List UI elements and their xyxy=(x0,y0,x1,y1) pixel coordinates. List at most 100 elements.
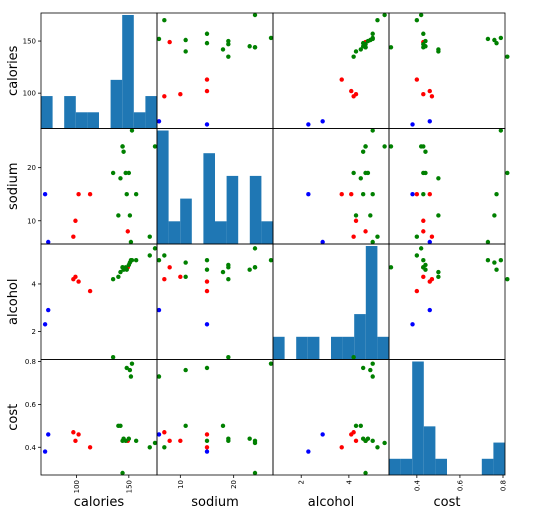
point-sodium-vs-alcohol-20 xyxy=(382,144,387,149)
cell-frame-calories-cost xyxy=(388,12,506,129)
y-tick-label-cost-2: 0.8 xyxy=(25,358,36,366)
point-calories-vs-cost-5 xyxy=(427,88,432,94)
point-sodium-vs-alcohol-1 xyxy=(320,239,325,245)
point-cost-vs-calories-11 xyxy=(126,436,132,441)
point-cost-vs-sodium-9 xyxy=(220,423,226,429)
point-cost-vs-sodium-15 xyxy=(183,423,188,429)
point-cost-vs-alcohol-15 xyxy=(353,423,359,429)
point-cost-vs-sodium-14 xyxy=(268,361,274,366)
point-cost-vs-calories-20 xyxy=(152,440,158,446)
point-calories-vs-alcohol-20 xyxy=(382,12,387,18)
cell-frame-sodium-calories xyxy=(40,128,158,245)
point-alcohol-vs-calories-17 xyxy=(128,258,134,263)
point-calories-vs-cost-0 xyxy=(410,122,415,127)
hist-bar-sodium-6 xyxy=(226,175,239,244)
point-alcohol-vs-sodium-7 xyxy=(247,267,252,272)
hist-bar-calories-8 xyxy=(133,112,146,129)
point-sodium-vs-alcohol-5 xyxy=(349,192,354,197)
point-calories-vs-sodium-16 xyxy=(204,31,210,36)
point-cost-vs-alcohol-19 xyxy=(375,445,380,450)
point-sodium-vs-cost-15 xyxy=(436,213,441,218)
hist-bar-cost-0 xyxy=(389,458,401,475)
point-cost-vs-calories-14 xyxy=(129,361,135,366)
point-cost-vs-sodium-4 xyxy=(162,430,167,435)
point-calories-vs-alcohol-21 xyxy=(363,45,368,50)
hist-bar-alcohol-5 xyxy=(331,336,343,360)
point-calories-vs-sodium-7 xyxy=(247,44,252,49)
hist-bar-alcohol-7 xyxy=(354,314,366,360)
point-alcohol-vs-calories-12 xyxy=(124,267,129,272)
hist-bar-cost-8 xyxy=(481,458,494,475)
point-cost-vs-calories-2 xyxy=(87,445,93,450)
point-alcohol-vs-calories-15 xyxy=(116,274,121,280)
point-cost-vs-alcohol-11 xyxy=(365,436,371,441)
point-calories-vs-sodium-2 xyxy=(204,77,210,82)
point-calories-vs-cost-1 xyxy=(427,119,432,124)
point-sodium-vs-cost-4 xyxy=(429,234,435,239)
point-alcohol-vs-calories-2 xyxy=(87,288,93,294)
point-calories-vs-sodium-17 xyxy=(156,36,162,42)
point-calories-vs-cost-3 xyxy=(421,91,426,97)
point-calories-vs-cost-10 xyxy=(421,41,426,47)
point-sodium-vs-alcohol-16 xyxy=(370,192,375,197)
point-sodium-vs-alcohol-15 xyxy=(353,213,359,218)
point-alcohol-vs-sodium-6 xyxy=(167,265,172,270)
point-alcohol-vs-cost-20 xyxy=(418,246,424,251)
point-calories-vs-alcohol-1 xyxy=(320,119,325,124)
point-cost-vs-sodium-3 xyxy=(178,438,183,444)
x-tick-label-sodium-1: 20 xyxy=(230,480,238,489)
point-alcohol-vs-cost-14 xyxy=(498,258,504,263)
point-alcohol-vs-cost-11 xyxy=(423,262,428,268)
cell-frame-alcohol-calories xyxy=(40,243,158,360)
hist-bar-alcohol-0 xyxy=(273,336,285,360)
cell-frame-calories-sodium xyxy=(156,12,274,129)
point-sodium-vs-calories-15 xyxy=(116,213,121,218)
point-cost-vs-alcohol-13 xyxy=(368,367,373,373)
point-calories-vs-alcohol-9 xyxy=(358,47,363,52)
point-sodium-vs-alcohol-2 xyxy=(339,192,344,197)
hist-bar-cost-1 xyxy=(400,458,413,475)
point-calories-vs-sodium-14 xyxy=(268,35,274,41)
y-axis-label-sodium: sodium xyxy=(6,163,21,211)
x-tick-label-calories-0: 100 xyxy=(73,480,81,493)
y-tick-label-alcohol-1: 4 xyxy=(32,280,37,288)
point-alcohol-vs-sodium-4 xyxy=(162,277,167,282)
point-sodium-vs-calories-5 xyxy=(76,192,81,197)
x-axis-label-cost: cost xyxy=(434,495,461,510)
point-cost-vs-sodium-6 xyxy=(167,438,172,444)
point-cost-vs-calories-1 xyxy=(46,432,51,437)
point-cost-vs-calories-21 xyxy=(120,470,125,476)
point-alcohol-vs-cost-1 xyxy=(427,307,432,313)
point-calories-vs-sodium-11 xyxy=(226,38,231,44)
point-alcohol-vs-cost-13 xyxy=(492,260,497,265)
y-axis-label-alcohol: alcohol xyxy=(6,279,21,325)
point-sodium-vs-cost-2 xyxy=(414,192,420,197)
point-cost-vs-sodium-0 xyxy=(204,449,210,454)
point-cost-vs-sodium-13 xyxy=(183,367,188,373)
hist-bar-alcohol-8 xyxy=(365,246,378,360)
point-cost-vs-alcohol-17 xyxy=(370,374,375,379)
point-calories-vs-sodium-0 xyxy=(204,122,210,127)
point-alcohol-vs-calories-5 xyxy=(76,279,81,284)
point-alcohol-vs-sodium-3 xyxy=(178,274,183,280)
point-cost-vs-calories-15 xyxy=(116,423,121,429)
point-sodium-vs-calories-4 xyxy=(71,234,76,239)
matrix-ticks: 100 150 10 20 2 4 0.4 0.6 0.8 100 150 10 20 2 4 0.4 0.6 0… xyxy=(23,38,508,494)
point-alcohol-vs-sodium-21 xyxy=(252,265,258,270)
point-alcohol-vs-sodium-12 xyxy=(204,267,210,272)
point-cost-vs-calories-18 xyxy=(110,355,116,360)
point-cost-vs-alcohol-16 xyxy=(370,438,375,444)
point-alcohol-vs-sodium-17 xyxy=(156,258,162,263)
point-alcohol-vs-calories-21 xyxy=(120,265,125,270)
hist-bar-calories-9 xyxy=(145,96,157,129)
x-tick-label-cost-0: 0.4 xyxy=(413,479,421,491)
point-calories-vs-cost-19 xyxy=(414,18,420,23)
point-cost-vs-sodium-16 xyxy=(204,438,210,444)
point-alcohol-vs-cost-0 xyxy=(410,322,415,327)
point-calories-vs-sodium-12 xyxy=(204,40,210,46)
point-sodium-vs-calories-11 xyxy=(126,170,132,176)
point-calories-vs-sodium-1 xyxy=(156,119,162,124)
point-alcohol-vs-cost-15 xyxy=(436,274,441,280)
